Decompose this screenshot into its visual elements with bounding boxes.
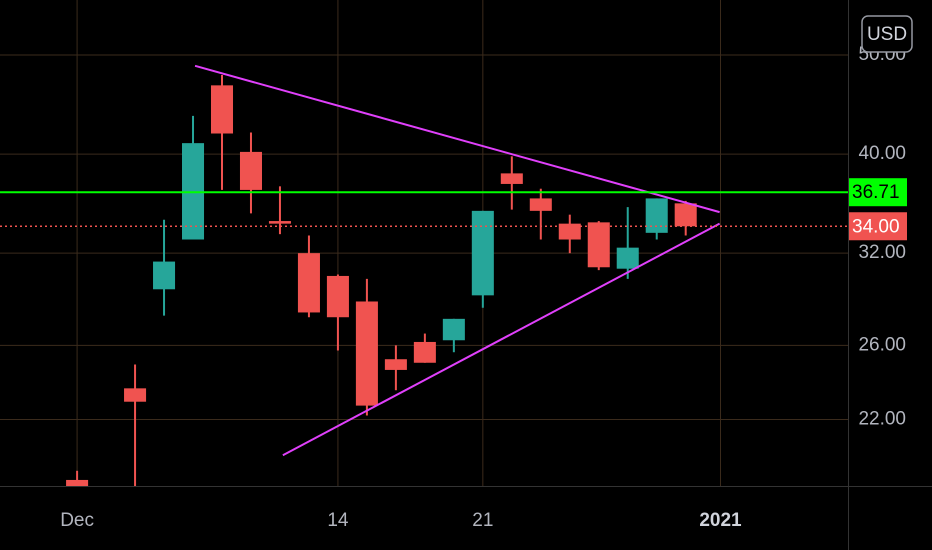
y-tick-label: 22.00	[858, 409, 906, 430]
y-tick-label: 40.00	[858, 143, 906, 164]
x-tick-label: 21	[472, 510, 493, 531]
candle-body	[587, 222, 610, 268]
grid	[0, 0, 848, 486]
candle-body	[442, 318, 465, 341]
candle-body	[124, 388, 147, 402]
candle-body	[210, 85, 234, 134]
candle-body	[558, 223, 581, 240]
candle-body	[297, 253, 320, 313]
price-label-box	[849, 212, 907, 241]
candle-body	[471, 210, 494, 296]
plot-area	[0, 64, 848, 486]
candle-body	[616, 247, 639, 269]
price-label: 34.00	[852, 216, 900, 237]
candle-body	[355, 301, 378, 406]
candle-body	[500, 173, 523, 184]
candle-body	[239, 151, 262, 190]
candle-body	[153, 261, 176, 290]
candle-body	[645, 198, 668, 233]
price-label-box	[849, 178, 907, 207]
candle-body	[384, 359, 407, 370]
trendline	[282, 222, 721, 457]
x-tick-label: 2021	[699, 510, 742, 531]
x-tick-label: 14	[327, 510, 349, 531]
currency-button[interactable]: USD	[861, 15, 913, 53]
candle-body	[326, 275, 349, 318]
candle-body	[268, 221, 291, 224]
candle-body	[413, 341, 436, 363]
currency-button-box[interactable]	[861, 15, 913, 53]
y-tick-label: 26.00	[858, 334, 906, 355]
candle-body	[529, 198, 552, 211]
trendline	[194, 64, 720, 214]
currency-label[interactable]: USD	[867, 24, 907, 45]
candle-body	[66, 479, 89, 486]
candle-body	[674, 203, 697, 227]
x-tick-label: Dec	[60, 510, 94, 531]
price-label: 36.71	[852, 182, 900, 203]
y-tick-label: 32.00	[858, 242, 906, 263]
